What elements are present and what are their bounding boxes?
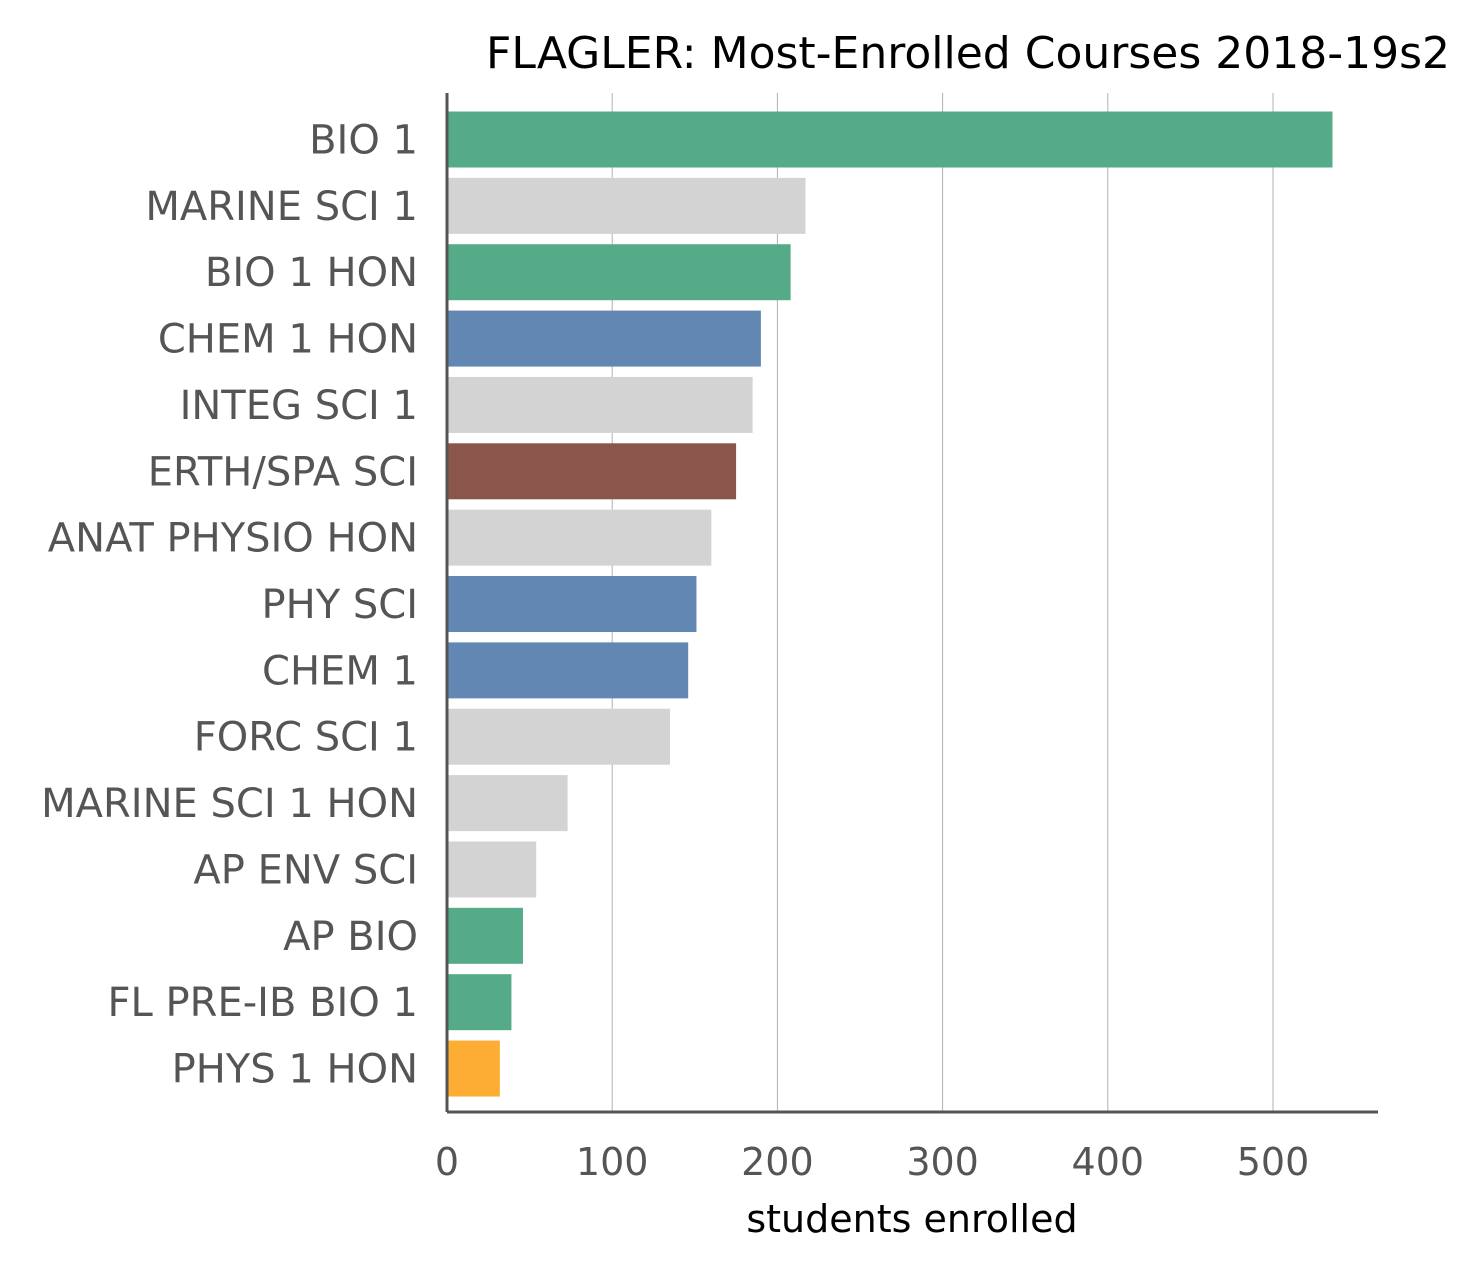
- x-tick-label: 0: [435, 1140, 459, 1184]
- category-label: CHEM 1: [262, 648, 418, 694]
- category-label: CHEM 1 HON: [158, 317, 418, 363]
- bar: [448, 576, 697, 633]
- x-tick-labels: 0 100 200 300 400 500: [435, 1140, 1309, 1184]
- bar: [448, 907, 523, 964]
- category-label: BIO 1: [309, 118, 418, 164]
- x-axis-title: students enrolled: [746, 1197, 1077, 1241]
- x-tick-label: 500: [1237, 1140, 1310, 1184]
- bar: [448, 775, 568, 832]
- bars: [448, 111, 1333, 1097]
- category-label: PHY SCI: [262, 582, 418, 628]
- category-labels: BIO 1 MARINE SCI 1 BIO 1 HON CHEM 1 HON INTE…: [41, 118, 418, 1093]
- bar: [448, 841, 537, 898]
- bar: [448, 974, 512, 1031]
- bar: [448, 708, 671, 765]
- category-label: MARINE SCI 1 HON: [41, 781, 418, 827]
- bar: [448, 310, 761, 367]
- category-label: FORC SCI 1: [194, 715, 418, 761]
- bar: [448, 376, 753, 433]
- bar: [448, 443, 737, 500]
- bar: [448, 244, 791, 301]
- category-label: FL PRE-IB BIO 1: [108, 980, 418, 1026]
- category-label: AP BIO: [283, 914, 418, 960]
- category-label: INTEG SCI 1: [180, 383, 418, 429]
- bar: [448, 177, 806, 234]
- x-tick-label: 200: [741, 1140, 814, 1184]
- chart-title: FLAGLER: Most-Enrolled Courses 2018-19s2: [486, 28, 1450, 79]
- bar: [448, 1040, 500, 1097]
- x-tick-label: 300: [906, 1140, 979, 1184]
- bar: [448, 642, 689, 699]
- category-label: AP ENV SCI: [193, 847, 418, 893]
- bar: [448, 111, 1333, 168]
- x-tick-label: 400: [1072, 1140, 1145, 1184]
- category-label: MARINE SCI 1: [145, 184, 418, 230]
- category-label: BIO 1 HON: [205, 250, 418, 296]
- bar: [448, 509, 712, 566]
- x-tick-label: 100: [576, 1140, 649, 1184]
- category-label: ERTH/SPA SCI: [148, 449, 418, 495]
- category-label: PHYS 1 HON: [172, 1047, 418, 1093]
- category-label: ANAT PHYSIO HON: [48, 516, 418, 562]
